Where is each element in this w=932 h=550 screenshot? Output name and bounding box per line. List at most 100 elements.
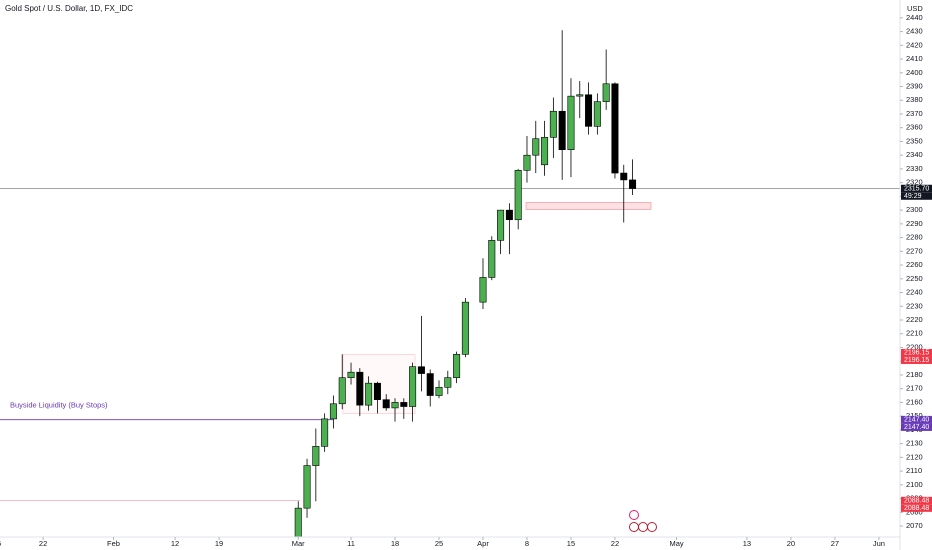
y-tick-label: 2200 — [906, 342, 923, 351]
y-tick-label: 2230 — [906, 301, 923, 310]
y-tick-label: 2260 — [906, 260, 923, 269]
candle-body — [444, 377, 452, 388]
y-tick-label: 2430 — [906, 27, 923, 36]
y-tick-label: 2360 — [906, 123, 923, 132]
x-tick-label: 18 — [391, 539, 399, 548]
price-label: 2088.48 — [904, 505, 929, 512]
candle-body — [435, 386, 443, 396]
x-tick-label: 5 — [0, 539, 1, 548]
y-tick-label: 2250 — [906, 274, 923, 283]
candle-body — [558, 110, 566, 151]
price-label-bg — [901, 184, 932, 193]
x-tick-label: Jun — [873, 539, 885, 548]
candle-body — [523, 154, 531, 171]
chart-title: Gold Spot / U.S. Dollar, 1D, FX_IDC — [5, 4, 133, 13]
y-tick-label: 2240 — [906, 288, 923, 297]
icon[interactable] — [629, 510, 639, 520]
candle-body — [567, 95, 575, 151]
candle-body — [303, 465, 311, 509]
y-tick-label: 2440 — [906, 13, 923, 22]
y-tick-label: 2300 — [906, 205, 923, 214]
candle-body — [321, 418, 329, 447]
y-tick-label: 2160 — [906, 397, 923, 406]
y-tick-label: 2330 — [906, 164, 923, 173]
event-icons — [629, 510, 657, 532]
candle-body — [391, 402, 399, 409]
x-tick-label: 15 — [567, 539, 575, 548]
icon[interactable] — [647, 522, 657, 532]
currency: USD — [907, 4, 923, 13]
countdown: 49:29 — [904, 193, 922, 200]
annotation: Buyside Liquidity (Buy Stops) — [10, 401, 108, 410]
x-tick-label: 19 — [215, 539, 223, 548]
y-tick-label: 2100 — [906, 480, 923, 489]
price-label: 2147.40 — [904, 417, 929, 424]
candle-body — [400, 402, 408, 407]
candle-body — [294, 507, 302, 537]
icon[interactable] — [629, 522, 639, 532]
price-label-bg — [901, 356, 932, 364]
y-tick-label: 2110 — [906, 466, 922, 475]
candle-body — [505, 209, 513, 221]
price-label: 2196.15 — [904, 350, 929, 357]
candle-body — [312, 446, 320, 466]
y-tick-label: 2280 — [906, 233, 923, 242]
candle-body — [620, 172, 628, 181]
candle-body — [329, 403, 337, 420]
y-tick-label: 2170 — [906, 384, 923, 393]
price-label: 2147.40 — [904, 424, 929, 431]
y-tick-label: 2410 — [906, 54, 923, 63]
x-tick-label: Feb — [107, 539, 120, 548]
candle-body — [365, 382, 373, 406]
candle-body — [426, 373, 434, 396]
x-tick-label: 13 — [743, 539, 751, 548]
countdown-bg — [901, 192, 932, 200]
price-label: 2196.15 — [904, 357, 929, 364]
y-tick-label: 2070 — [906, 521, 923, 530]
price-label-bg — [901, 415, 932, 424]
y-tick-label: 2130 — [906, 439, 923, 448]
candle-body — [611, 83, 619, 174]
candle-body — [593, 101, 601, 127]
y-tick-label: 2370 — [906, 109, 923, 118]
candle-body — [488, 240, 496, 278]
candle-body — [338, 377, 346, 405]
price-label-bg — [901, 348, 932, 357]
candle-body — [602, 83, 610, 102]
price-label-bg — [901, 496, 932, 505]
candle-body — [409, 366, 417, 407]
y-tick-label: 2150 — [906, 411, 923, 420]
y-tick-label: 2350 — [906, 136, 923, 145]
x-tick-label: 20 — [787, 539, 795, 548]
candle-body — [373, 382, 381, 400]
candle-body — [549, 110, 557, 138]
candle-body — [497, 209, 505, 241]
candle-body — [461, 301, 469, 355]
candle-body — [382, 399, 390, 409]
candle-body — [453, 354, 461, 378]
candle-body — [576, 94, 584, 97]
price-label-bg — [901, 423, 932, 431]
x-tick-label: Apr — [477, 539, 489, 548]
candle-body — [417, 366, 425, 374]
x-tick-label: May — [669, 539, 683, 548]
x-tick-label: 22 — [39, 539, 47, 548]
zone — [525, 202, 652, 210]
y-tick-label: 2320 — [906, 178, 923, 187]
x-tick-label: Mar — [292, 539, 305, 548]
plot-area — [0, 30, 900, 537]
candle-body — [514, 170, 522, 221]
price-label: 2315.70 — [904, 185, 929, 192]
icon[interactable] — [638, 522, 648, 532]
y-tick-label: 2270 — [906, 246, 923, 255]
y-tick-label: 2120 — [906, 452, 923, 461]
candle-body — [479, 277, 487, 303]
y-tick-label: 2420 — [906, 40, 923, 49]
y-tick-label: 2180 — [906, 370, 923, 379]
candle-body — [532, 138, 540, 156]
y-tick-label: 2340 — [906, 150, 923, 159]
x-tick-label: 25 — [435, 539, 443, 548]
x-tick-label: 12 — [171, 539, 179, 548]
